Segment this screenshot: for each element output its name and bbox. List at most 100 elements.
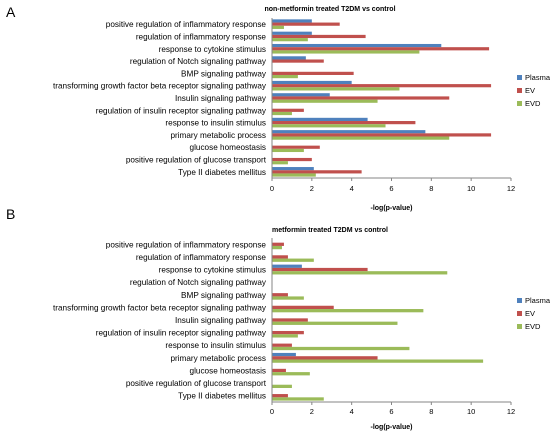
chart2-bar-evd (272, 245, 282, 250)
chart1-category-label: response to cytokine stimulus (159, 45, 266, 54)
chart2-title: metformin treated T2DM vs control (272, 227, 388, 234)
chart2-bar-ev (272, 255, 288, 259)
chart2-bar-ev (272, 293, 288, 297)
chart1-bar-evd (272, 74, 298, 79)
chart2-x-tick-label: 0 (270, 407, 274, 416)
chart2-bar-evd (272, 397, 324, 401)
chart1-bar-ev (272, 71, 354, 75)
chart1-bar-ev (272, 121, 416, 125)
chart1-legend-label-ev: EV (525, 86, 535, 95)
chart2-bar-plasma (272, 352, 296, 357)
chart2-bar-evd (272, 321, 398, 325)
chart2-bar-plasma (272, 264, 302, 268)
chart2-bar-evd (272, 359, 484, 363)
chart1-category-label: regulation of inflammatory response (136, 32, 267, 41)
chart1-bar-evd (272, 25, 284, 29)
chart2-x-tick-label: 12 (507, 407, 515, 416)
chart1-bar-evd (272, 148, 304, 153)
chart2-x-tick-label: 8 (429, 407, 433, 416)
chart2-bar-evd (272, 346, 410, 351)
chart1-category-label: response to insulin stimulus (165, 119, 266, 128)
chart1-bar-plasma (272, 19, 312, 23)
chart2-category-label: primary metabolic process (170, 354, 266, 363)
chart1-category-label: BMP signaling pathway (181, 69, 267, 78)
chart2-legend-label-plasma: Plasma (525, 296, 550, 305)
chart2-category-label: regulation of Notch signaling pathway (130, 278, 267, 287)
chart1-x-tick-label: 12 (507, 184, 515, 193)
chart1-x-tick-label: 10 (467, 184, 475, 193)
chart1-category-label: primary metabolic process (170, 131, 266, 140)
chart2-bar-evd (272, 296, 304, 300)
chart1-bar-evd (272, 136, 450, 140)
chart2-category-label: positive regulation of inflammatory resp… (106, 240, 267, 249)
chart1-bar-plasma (272, 80, 352, 85)
panel-letter-b: B (6, 206, 16, 222)
chart1-bar-evd (272, 161, 288, 165)
chart2-category-label: response to cytokine stimulus (159, 266, 266, 275)
chart1-bar-ev (272, 170, 362, 174)
chart1-bar-plasma (272, 167, 314, 171)
chart1-legend-swatch-ev (517, 88, 522, 93)
chart1-legend-label-evd: EVD (525, 99, 541, 108)
chart2-legend-swatch-plasma (517, 298, 522, 303)
chart1-bar-plasma (272, 56, 306, 60)
chart2-bar-ev (272, 267, 368, 272)
chart2-category-label: BMP signaling pathway (181, 291, 267, 300)
panel-letter-a: A (6, 4, 16, 20)
chart2-x-tick-label: 10 (467, 407, 475, 416)
chart2-category-label: response to insulin stimulus (165, 341, 266, 350)
chart1-bar-plasma (272, 130, 426, 134)
chart1-category-label: regulation of insulin receptor signaling… (96, 106, 267, 115)
chart2-category-label: positive regulation of glucose transport (126, 379, 267, 388)
chart2-legend-swatch-evd (517, 324, 522, 329)
chart2-bar-evd (272, 271, 448, 275)
chart1-bar-evd (272, 111, 292, 116)
chart1-category-label: regulation of Notch signaling pathway (130, 57, 267, 66)
chart1-bar-evd (272, 173, 316, 177)
chart1-bar-evd (272, 38, 308, 42)
chart2-bar-ev (272, 242, 284, 246)
chart2-x-tick-label: 2 (310, 407, 314, 416)
chart1-bar-ev (272, 84, 492, 88)
chart1-x-tick-label: 6 (389, 184, 393, 193)
chart2-bar-ev (272, 368, 286, 373)
chart1-bar-plasma (272, 43, 442, 48)
chart1-category-label: Type II diabetes mellitus (178, 168, 266, 177)
chart1-category-label: transforming growth factor beta receptor… (53, 82, 267, 91)
chart1-bar-ev (272, 59, 324, 63)
chart2-bar-evd (272, 334, 298, 338)
chart1-bar-ev (272, 34, 366, 39)
chart2-category-label: regulation of insulin receptor signaling… (96, 329, 267, 338)
chart2-legend-label-evd: EVD (525, 322, 541, 331)
chart1-x-tick-label: 0 (270, 184, 274, 193)
chart2-category-label: glucose homeostasis (190, 366, 266, 375)
chart2-x-tick-label: 4 (350, 407, 354, 416)
chart1-legend-swatch-plasma (517, 75, 522, 80)
chart2-bar-ev (272, 394, 288, 398)
chart1-bar-evd (272, 99, 378, 103)
chart2-bar-ev (272, 318, 308, 322)
chart1-category-label: positive regulation of glucose transport (126, 156, 267, 165)
chart1-bar-ev (272, 157, 312, 162)
chart1-x-tick-label: 2 (310, 184, 314, 193)
chart1-title: non-metformin treated T2DM vs control (264, 6, 395, 13)
chart1-x-tick-label: 8 (429, 184, 433, 193)
chart2-bar-evd (272, 372, 310, 376)
chart1-category-label: Insulin signaling pathway (175, 94, 267, 103)
chart2-category-label: regulation of inflammatory response (136, 253, 267, 262)
chart2-bar-evd (272, 309, 424, 313)
chart1-bar-evd (272, 50, 420, 54)
chart1-bar-plasma (272, 31, 312, 35)
chart1-bar-ev (272, 108, 304, 112)
chart1-category-label: glucose homeostasis (190, 143, 266, 152)
chart2-category-label: Insulin signaling pathway (175, 316, 267, 325)
chart1-category-label: positive regulation of inflammatory resp… (106, 20, 267, 29)
chart2-bar-ev (272, 305, 334, 310)
chart2-bar-ev (272, 330, 304, 335)
chart2-x-axis-label: -log(p-value) (371, 424, 413, 431)
chart2-bar-ev (272, 356, 378, 360)
chart1-bar-ev (272, 22, 340, 26)
chart1-legend-swatch-evd (517, 101, 522, 106)
